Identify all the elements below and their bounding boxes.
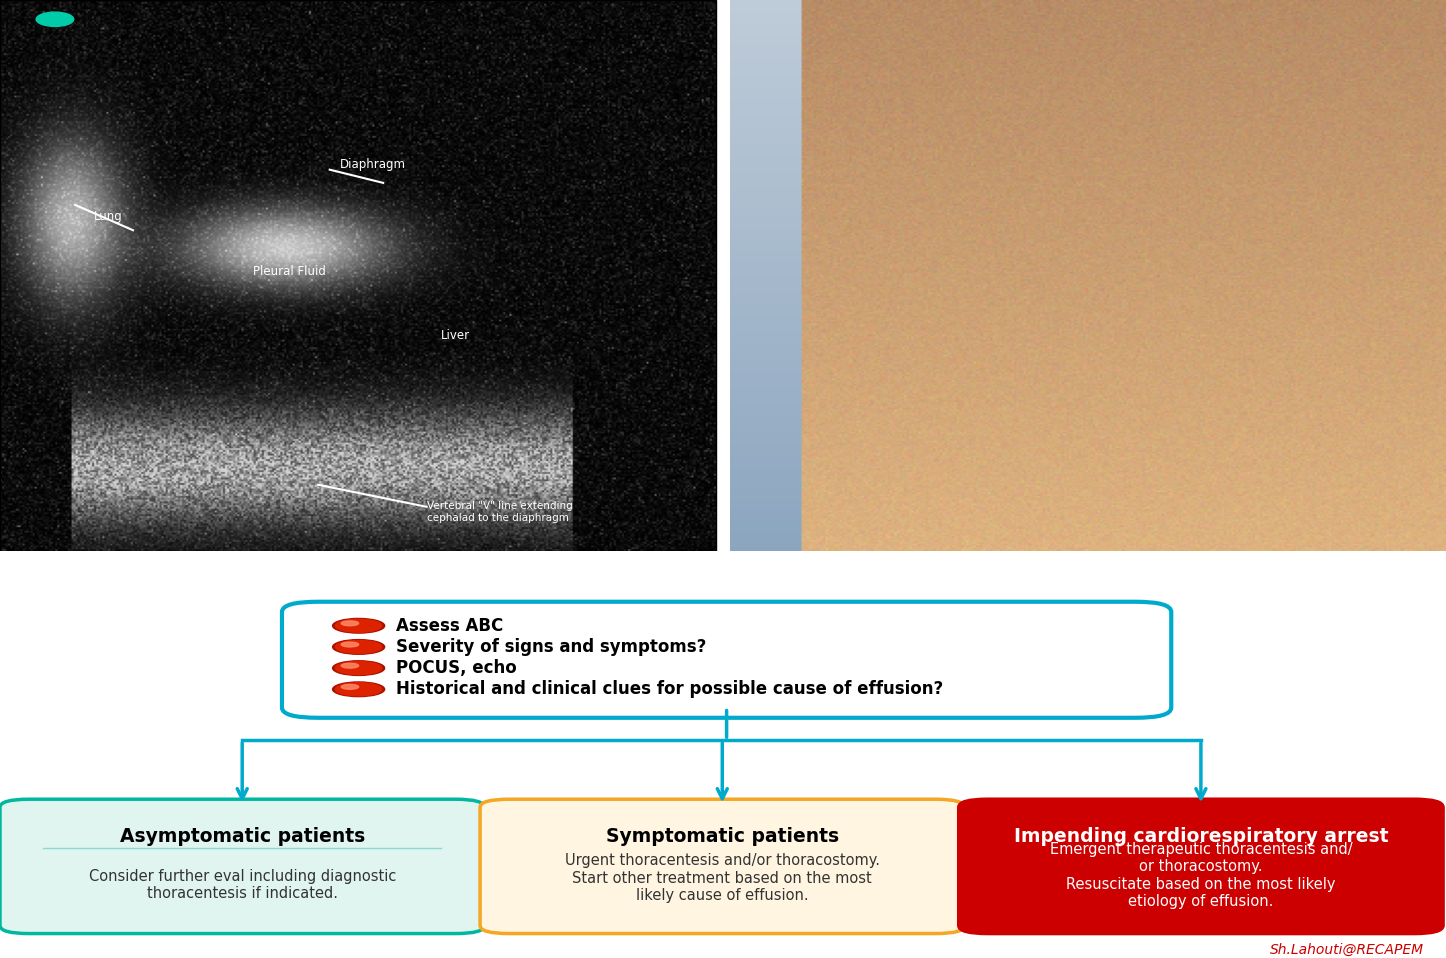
Text: POCUS, echo: POCUS, echo <box>396 659 518 677</box>
Text: Emergent therapeutic thoracentesis and/
or thoracostomy.
Resuscitate based on th: Emergent therapeutic thoracentesis and/ … <box>1050 842 1352 909</box>
Circle shape <box>333 619 385 633</box>
Text: Liver: Liver <box>441 329 470 342</box>
Circle shape <box>341 663 359 668</box>
Circle shape <box>341 621 359 626</box>
Circle shape <box>333 661 385 675</box>
Text: Lung: Lung <box>94 211 123 223</box>
FancyBboxPatch shape <box>959 799 1443 933</box>
Text: Vertebral "V" line extending
cephalad to the diaphragm: Vertebral "V" line extending cephalad to… <box>427 501 573 522</box>
Text: Pleural Fluid: Pleural Fluid <box>253 265 325 279</box>
Circle shape <box>36 12 74 27</box>
Circle shape <box>333 640 385 654</box>
FancyBboxPatch shape <box>282 602 1171 718</box>
Circle shape <box>335 641 382 653</box>
Circle shape <box>341 642 359 647</box>
Text: Assess ABC: Assess ABC <box>396 617 503 635</box>
FancyBboxPatch shape <box>0 799 484 933</box>
Text: Consider further eval including diagnostic
thoracentesis if indicated.: Consider further eval including diagnost… <box>88 869 396 901</box>
Text: Sh.Lahouti@RECAPEM: Sh.Lahouti@RECAPEM <box>1270 943 1424 957</box>
Text: Severity of signs and symptoms?: Severity of signs and symptoms? <box>396 638 707 656</box>
Text: Impending cardiorespiratory arrest: Impending cardiorespiratory arrest <box>1014 827 1388 846</box>
Text: Diaphragm: Diaphragm <box>340 158 406 171</box>
Circle shape <box>335 619 382 632</box>
Text: Urgent thoracentesis and/or thoracostomy.
Start other treatment based on the mos: Urgent thoracentesis and/or thoracostomy… <box>565 854 879 903</box>
Circle shape <box>333 682 385 696</box>
Circle shape <box>335 683 382 696</box>
Text: Symptomatic patients: Symptomatic patients <box>606 827 839 846</box>
Circle shape <box>335 662 382 674</box>
Text: Asymptomatic patients: Asymptomatic patients <box>120 827 364 846</box>
FancyBboxPatch shape <box>480 799 964 933</box>
Text: Historical and clinical clues for possible cause of effusion?: Historical and clinical clues for possib… <box>396 680 943 698</box>
Circle shape <box>341 684 359 690</box>
